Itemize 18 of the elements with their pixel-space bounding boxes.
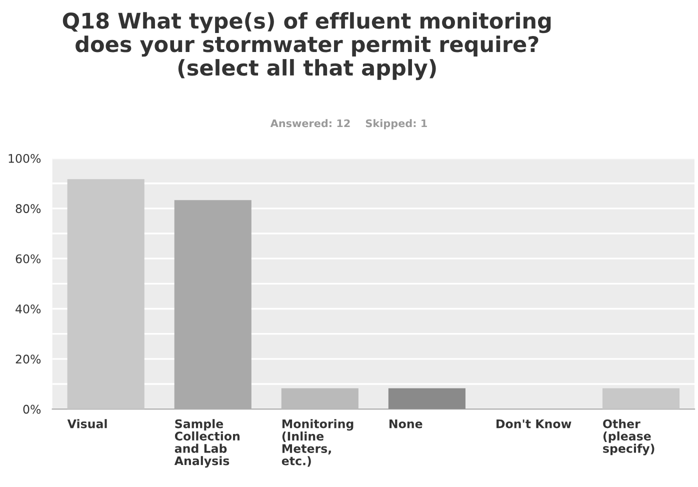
bar — [388, 388, 466, 410]
x-tick-label: Visual — [67, 419, 107, 428]
x-tick-label: Other (please specify) — [603, 419, 654, 456]
x-tick-label: Sample Collection and Lab Analysis — [174, 419, 240, 468]
chart-subtitle: Answered: 12 Skipped: 1 — [270, 119, 427, 130]
x-tick-label: Don't Know — [496, 419, 572, 428]
chart-title: Q18 What type(s) of effluent monitoring does your stormwater permit require? (select all that apply) — [62, 12, 551, 80]
bar — [67, 179, 144, 410]
y-tick-label: 100% — [8, 154, 41, 163]
y-tick-label: 0% — [23, 404, 41, 414]
y-tick-label: 20% — [16, 354, 41, 364]
y-tick-label: 60% — [16, 254, 41, 264]
y-tick-label: 40% — [16, 304, 41, 314]
bar — [602, 388, 680, 410]
bar — [281, 388, 358, 410]
x-tick-label: Monitoring (Inline Meters, etc.) — [282, 419, 354, 467]
x-tick-label: None — [390, 419, 422, 428]
y-tick-label: 80% — [16, 204, 41, 214]
